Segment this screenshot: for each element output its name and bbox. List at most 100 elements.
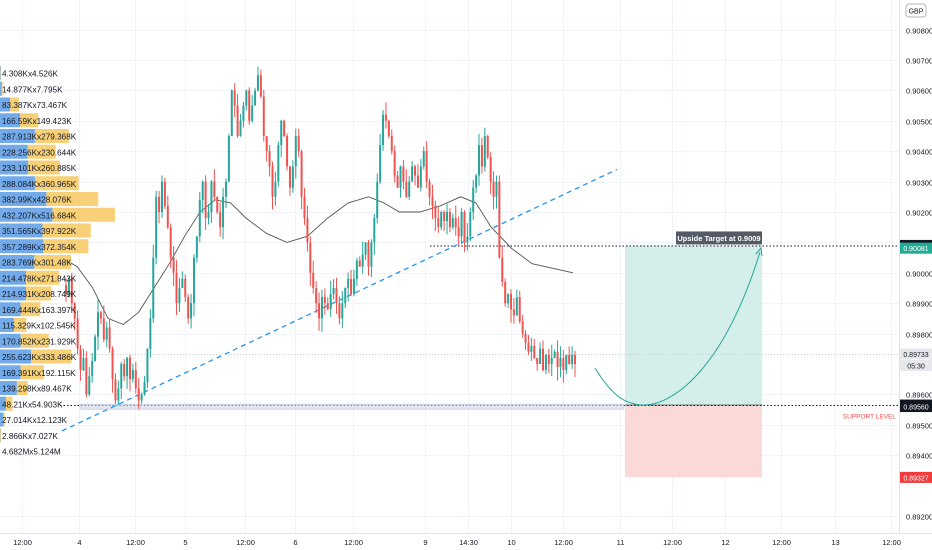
candle xyxy=(492,171,495,210)
candle xyxy=(559,346,562,378)
buy-volume-bar xyxy=(0,176,35,191)
candle xyxy=(274,171,277,206)
candle xyxy=(291,160,294,193)
price-tag[interactable]: 0.89560 xyxy=(900,401,932,413)
buy-volume-bar xyxy=(0,365,21,380)
candle xyxy=(411,161,414,183)
candle xyxy=(172,245,175,287)
candle xyxy=(507,293,510,309)
sell-volume-bar xyxy=(16,381,28,395)
price-tick-label: 0.90800 xyxy=(906,27,932,36)
price-tick-label: 0.89500 xyxy=(906,422,932,431)
candle xyxy=(335,277,338,314)
profit-zone[interactable] xyxy=(625,245,762,406)
volume-profile-label: 169.391Kx192.115K xyxy=(2,369,76,378)
candle xyxy=(195,236,198,263)
price-tick-label: 0.89800 xyxy=(906,331,932,340)
volume-profile-label: 48.21Kx54.903K xyxy=(2,400,63,409)
candle xyxy=(303,187,306,225)
volume-profile-row: 228.256Kx230.644K xyxy=(0,144,77,159)
projection-path[interactable] xyxy=(594,251,761,406)
candle xyxy=(512,298,515,324)
candle xyxy=(70,272,73,311)
target-label-badge[interactable]: Upside Target at 0.9009 xyxy=(676,231,762,245)
volume-profile-label: 233.101Kx260.885K xyxy=(2,164,77,173)
time-axis[interactable]: 12:00 4 12:00 5 12:00 6 12:00 9 14:30 10 12:00 11 12… xyxy=(0,533,932,548)
candle xyxy=(446,203,449,235)
sell-volume-bar xyxy=(3,412,5,427)
sell-volume-bar xyxy=(34,129,69,143)
volume-profile-label: 432.207Kx516.684K xyxy=(2,211,77,220)
candle xyxy=(268,145,271,177)
volume-profile-label: 214.478Kx271.843K xyxy=(2,274,77,283)
price-axis-bg xyxy=(899,0,932,550)
candle xyxy=(402,160,405,190)
sell-volume-bar xyxy=(25,270,59,285)
price-tag-label: 0.90081 xyxy=(903,246,928,253)
price-tag[interactable]: 0.90081 xyxy=(900,242,932,254)
time-tick-label: 12:00 xyxy=(554,538,573,547)
candle xyxy=(108,318,111,353)
loss-zone[interactable] xyxy=(625,405,762,478)
candle xyxy=(201,180,204,214)
sell-volume-bar xyxy=(0,66,2,80)
volume-profile-row: 432.207Kx516.684K xyxy=(0,207,115,222)
volume-profile-label: 14.877Kx7.795K xyxy=(2,85,63,94)
candle xyxy=(338,296,341,325)
candle xyxy=(102,305,105,343)
candle xyxy=(134,361,137,394)
volume-profile-label: 83.387Kx73.467K xyxy=(2,101,68,110)
candle xyxy=(344,287,347,309)
candle xyxy=(248,87,251,125)
candle xyxy=(65,278,67,302)
candle xyxy=(242,101,245,128)
candle xyxy=(431,184,434,219)
price-tag[interactable]: 0.89327 xyxy=(900,471,932,483)
sell-volume-bar xyxy=(27,144,56,159)
price-tick-label: 0.89400 xyxy=(906,452,932,461)
candle xyxy=(405,169,408,199)
sell-volume-bar xyxy=(0,428,2,443)
candle xyxy=(280,119,283,158)
candle xyxy=(128,354,131,392)
price-tag-label: 0.89327 xyxy=(903,475,928,482)
candle xyxy=(76,310,79,355)
sell-volume-bar xyxy=(34,176,79,191)
candle xyxy=(262,89,265,142)
buy-volume-bar xyxy=(0,412,4,427)
candle xyxy=(294,128,297,179)
currency-badge[interactable]: GBP xyxy=(905,3,927,18)
volume-profile-label: 169.444Kx163.397K xyxy=(2,306,77,315)
volume-profile-row: 169.444Kx163.397K xyxy=(0,302,77,317)
sell-volume-bar xyxy=(10,97,20,112)
candle xyxy=(126,356,129,389)
volume-profile-label: 382.99Kx428.076K xyxy=(2,196,72,205)
candle xyxy=(120,361,123,399)
price-tag-bg xyxy=(900,360,932,372)
buy-volume-bar xyxy=(0,302,21,317)
candle xyxy=(329,280,332,317)
buy-volume-bar xyxy=(0,113,21,128)
candle xyxy=(184,274,187,303)
volume-profile-row: 115.329Kx102.545K xyxy=(0,318,76,332)
price-tag[interactable]: 0.89733 xyxy=(900,348,932,360)
candle xyxy=(117,380,120,405)
projection-curve[interactable] xyxy=(594,246,763,406)
candle xyxy=(318,292,321,331)
candle xyxy=(355,257,358,287)
buy-volume-bar xyxy=(0,160,29,175)
candle xyxy=(390,129,393,155)
price-axis[interactable]: 0.90800 0.90700 0.90600 0.90500 0.90400 0.903… xyxy=(899,0,932,550)
candle xyxy=(495,175,498,209)
candle xyxy=(192,253,195,317)
moving-average-line xyxy=(61,196,574,326)
price-tick-label: 0.90500 xyxy=(906,118,932,127)
volume-profile-row: 357.289Kx372.354K xyxy=(0,239,89,254)
price-tag[interactable]: 05:30 xyxy=(900,360,932,372)
candle xyxy=(207,203,210,225)
sell-volume-bar xyxy=(42,223,91,238)
level-lines xyxy=(0,245,899,410)
volume-profile-row: 166.59Kx149.423K xyxy=(0,113,72,128)
sell-volume-bar xyxy=(30,349,72,364)
